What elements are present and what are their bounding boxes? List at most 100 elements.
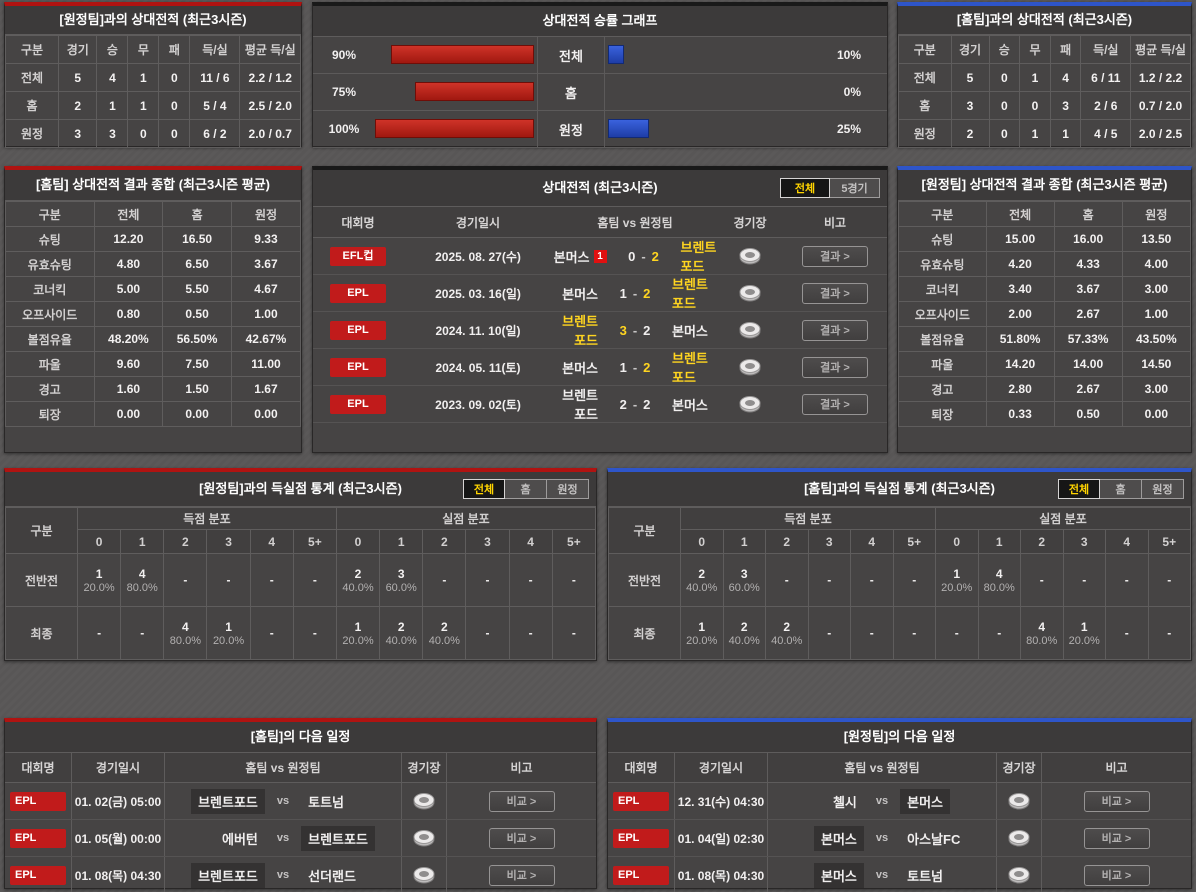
league-badge: EFL컵 <box>330 246 386 266</box>
panel-title-text: [원정팀] 상대전적 결과 종합 (최근3시즌 평균) <box>921 177 1168 192</box>
col-header: 구분 <box>898 201 987 227</box>
result-button[interactable]: 결과 > <box>802 245 868 267</box>
stat-cell: 14.20 <box>985 351 1055 377</box>
goal-pct: 40.0% <box>385 634 417 647</box>
match-teams: 본머스 vs 토트넘 <box>768 857 997 892</box>
goal-count: 2 <box>354 566 362 581</box>
goal-count: 2 <box>740 619 748 634</box>
stat-cell: 51.80% <box>985 326 1055 352</box>
match-date: 01. 02(금) 05:00 <box>72 783 165 819</box>
away-team-name: 본머스 <box>672 397 708 413</box>
stat-cell: 2.80 <box>985 376 1055 402</box>
tab-home[interactable]: 홈 <box>1100 479 1142 499</box>
tab-all[interactable]: 전체 <box>1058 479 1100 499</box>
goal-count: 1 <box>225 619 232 634</box>
home-score: 1 <box>619 359 627 375</box>
col-header: 원정 <box>1121 201 1192 227</box>
away-team-name: 브렌트포드 <box>680 240 717 274</box>
league-badge: EPL <box>613 791 669 811</box>
stat-cell: - <box>422 553 467 607</box>
goal-count: 1 <box>1080 619 1088 634</box>
table-header-row: 구분 전체 홈 원정 <box>898 201 1192 227</box>
row-label: 유효슈팅 <box>898 251 987 277</box>
goal-count: - <box>954 626 959 640</box>
stat-cell: 0.00 <box>93 401 164 427</box>
goal-pct: 60.0% <box>728 581 760 594</box>
col-header-stadium: 경기장 <box>997 753 1042 782</box>
compare-button[interactable]: 비교 > <box>1083 827 1150 849</box>
panel-title: [원정팀]과의 득실점 통계 (최근3시즌) 전체 홈 원정 <box>5 472 596 507</box>
tab-away[interactable]: 원정 <box>547 479 589 499</box>
col-header: 패 <box>1049 35 1082 64</box>
compare-button[interactable]: 비교 > <box>488 790 555 812</box>
panel-away-goal-stats: [원정팀]과의 득실점 통계 (최근3시즌) 전체 홈 원정 구분 득점 분포 … <box>4 468 597 661</box>
stat-cell: 4.80 <box>93 251 164 277</box>
league-badge: EPL <box>330 283 386 303</box>
tab-away[interactable]: 원정 <box>1142 479 1184 499</box>
goal-count: 4 <box>138 566 146 581</box>
stat-cell: - <box>850 606 894 660</box>
home-team-wrap: 본머스 <box>768 825 864 851</box>
home-team-name: 본머스 <box>562 286 598 302</box>
result-button[interactable]: 결과 > <box>802 356 868 378</box>
stat-cell: - <box>935 606 979 660</box>
tab-all[interactable]: 전체 <box>780 178 830 198</box>
col-header: 득/실 <box>189 35 241 64</box>
result-button[interactable]: 결과 > <box>802 393 868 415</box>
goal-count: - <box>1039 573 1044 587</box>
result-button[interactable]: 결과 > <box>802 319 868 341</box>
schedule-row: EPL 01. 05(월) 00:00 에버턴 vs 브렌트포드 비교 > <box>5 820 596 857</box>
tab-all[interactable]: 전체 <box>463 479 505 499</box>
schedule-row: EPL 12. 31(수) 04:30 첼시 vs 본머스 비교 > <box>608 783 1191 820</box>
compare-button[interactable]: 비교 > <box>488 827 555 849</box>
tab-home[interactable]: 홈 <box>505 479 547 499</box>
row-label: 전반전 <box>608 553 681 607</box>
goal-count: - <box>784 573 789 587</box>
stat-cell: 4.20 <box>985 251 1055 277</box>
col-header: 1 <box>722 529 766 554</box>
stat-cell: 1.60 <box>93 376 164 402</box>
chart-row: 75% 홈 0% <box>313 74 887 111</box>
stat-cell: 0.50 <box>162 301 232 327</box>
stat-cell: 3 <box>950 91 990 120</box>
match-table-header: 대회명 경기일시 홈팀 vs 원정팀 경기장 비고 <box>313 207 887 238</box>
row-label: 퇴장 <box>5 401 95 427</box>
panel-away-h2h: [원정팀]과의 상대전적 (최근3시즌) 구분 경기 승 무 패 득/실 평균 … <box>4 2 302 148</box>
stat-cell: 12.20 <box>93 226 164 252</box>
chart-row: 90% 전체 10% <box>313 37 887 74</box>
compare-button[interactable]: 비교 > <box>1083 790 1150 812</box>
stat-cell: - <box>249 553 294 607</box>
result-button[interactable]: 결과 > <box>802 282 868 304</box>
table-row: 유효슈팅 4.80 6.50 3.67 <box>5 251 302 277</box>
stat-cell: 42.67% <box>230 326 302 352</box>
league-badge: EPL <box>330 357 386 377</box>
panel-title: [원정팀] 상대전적 결과 종합 (최근3시즌 평균) <box>898 170 1191 201</box>
stat-cell: 15.00 <box>985 226 1055 252</box>
goal-count: 3 <box>397 566 405 581</box>
right-bar-track <box>608 44 770 66</box>
league-badge: EPL <box>330 320 386 340</box>
stat-cell: 0 <box>988 91 1021 120</box>
group-header-scored: 득점 분포 <box>77 507 337 530</box>
left-bar-track <box>375 81 534 103</box>
stat-cell: 5.00 <box>93 276 164 302</box>
col-header: 4 <box>508 529 553 554</box>
away-team-wrap: 선더랜드 <box>301 863 401 888</box>
table-row: 홈 2 1 1 0 5 / 4 2.5 / 2.0 <box>4 91 301 120</box>
stat-cell: 14.00 <box>1053 351 1123 377</box>
match-teams: 본머스 1 - 2 브렌트포드 <box>553 348 717 386</box>
stat-cell: 5 <box>58 63 98 92</box>
stat-cell: 1 20.0% <box>680 606 724 660</box>
tab-5games[interactable]: 5경기 <box>830 178 880 198</box>
col-header: 승 <box>988 35 1021 64</box>
col-header: 구분 <box>5 201 95 227</box>
compare-button[interactable]: 비교 > <box>1083 864 1150 886</box>
stat-cell: 4.00 <box>1121 251 1192 277</box>
stat-cell: 1.00 <box>230 301 302 327</box>
col-header: 2 <box>1020 529 1064 554</box>
compare-button[interactable]: 비교 > <box>488 864 555 886</box>
away-team-wrap: 본머스 <box>900 788 996 814</box>
col-header: 2 <box>422 529 467 554</box>
stat-cell: 0.50 <box>1053 401 1123 427</box>
table-row: 경고 2.80 2.67 3.00 <box>898 376 1192 402</box>
